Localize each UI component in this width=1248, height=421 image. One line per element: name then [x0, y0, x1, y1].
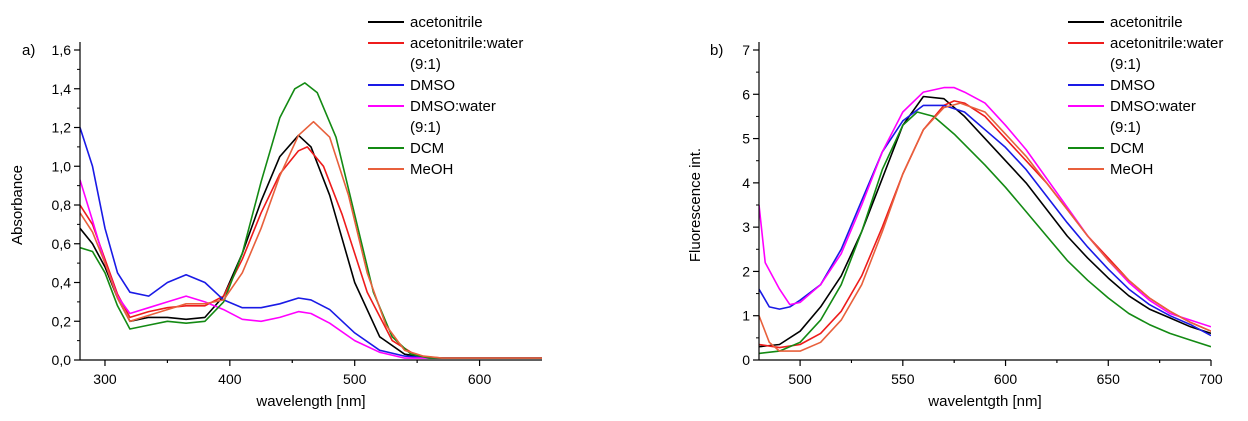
x-tick-label: 300 [93, 371, 117, 387]
chart-panel-1: 300 400 500 600 0,0 0,2 0,4 0,6 0,8 1,0 1,2 1,4 1,6 a… [9, 14, 542, 410]
legend-label: DCM [1110, 140, 1144, 157]
x-tick-label: 500 [343, 371, 367, 387]
legend-label: DMSO [1110, 77, 1155, 94]
y-tick-label: 0 [742, 352, 750, 368]
y-tick-label: 1,2 [52, 120, 72, 136]
x-tick-label: 500 [788, 371, 812, 387]
series-line-dmso-water-9-1 [759, 86, 1211, 328]
legend-label: (9:1) [1110, 56, 1141, 73]
y-tick-label: 0,2 [52, 313, 72, 329]
y-tick-label: 1,4 [52, 81, 72, 97]
x-axis-title: wavelentgth [nm] [927, 393, 1041, 410]
x-axis-title: wavelength [nm] [255, 393, 365, 410]
legend-label: DMSO [410, 77, 455, 94]
x-tick-label: 600 [994, 371, 1018, 387]
y-tick-label: 1 [742, 308, 750, 324]
x-tick-label: 400 [218, 371, 242, 387]
legend-label: acetonitrile:water [1110, 35, 1223, 52]
legend: acetonitrile acetonitrile:water (9:1) DMSO D… [368, 14, 523, 178]
y-tick-label: 2 [742, 263, 750, 279]
series-line-dmso [759, 104, 1211, 337]
y-axis-title: Fluorescence int. [687, 148, 704, 262]
series-group [80, 82, 542, 359]
series-line-acetonitrile [759, 95, 1211, 348]
legend-label: DMSO:water [1110, 98, 1196, 115]
chart-panel-2: 500 550 600 650 700 0 1 2 3 4 5 6 7 b) wavelentgth [nm… [687, 14, 1223, 410]
legend-label: acetonitrile:water [410, 35, 523, 52]
series-line-meoh [80, 120, 542, 359]
y-tick-label: 6 [742, 86, 750, 102]
y-tick-label: 4 [742, 175, 750, 191]
y-axis-title: Absorbance [9, 165, 26, 245]
legend-label: DCM [410, 140, 444, 157]
series-line-dmso [80, 127, 542, 359]
x-tick-label: 600 [468, 371, 492, 387]
series-line-dcm [759, 111, 1211, 355]
x-tick-label: 650 [1097, 371, 1121, 387]
y-tick-label: 0,4 [52, 275, 72, 291]
x-tick-label: 700 [1199, 371, 1223, 387]
legend-label: DMSO:water [410, 98, 496, 115]
y-tick-label: 1,6 [52, 42, 72, 58]
legend-label: (9:1) [410, 119, 441, 136]
series-line-meoh [759, 102, 1211, 352]
x-tick-label: 550 [891, 371, 915, 387]
y-tick-label: 3 [742, 219, 750, 235]
legend-label: acetonitrile [1110, 14, 1183, 31]
legend: acetonitrile acetonitrile:water (9:1) DMSO D… [1068, 14, 1223, 178]
legend-label: MeOH [410, 161, 453, 178]
y-tick-label: 5 [742, 131, 750, 147]
y-tick-label: 0,8 [52, 197, 72, 213]
legend-label: acetonitrile [410, 14, 483, 31]
legend-label: (9:1) [1110, 119, 1141, 136]
panel-label: a) [22, 42, 35, 59]
legend-label: (9:1) [410, 56, 441, 73]
y-tick-label: 0,0 [52, 352, 72, 368]
y-tick-label: 0,6 [52, 236, 72, 252]
panel-label: b) [710, 42, 723, 59]
legend-label: MeOH [1110, 161, 1153, 178]
series-group [759, 86, 1211, 355]
series-line-dmso-water-9-1 [80, 179, 542, 359]
y-tick-label: 1,0 [52, 158, 72, 174]
series-line-acetonitrile-water-9-1 [80, 146, 542, 359]
y-tick-label: 7 [742, 42, 750, 58]
